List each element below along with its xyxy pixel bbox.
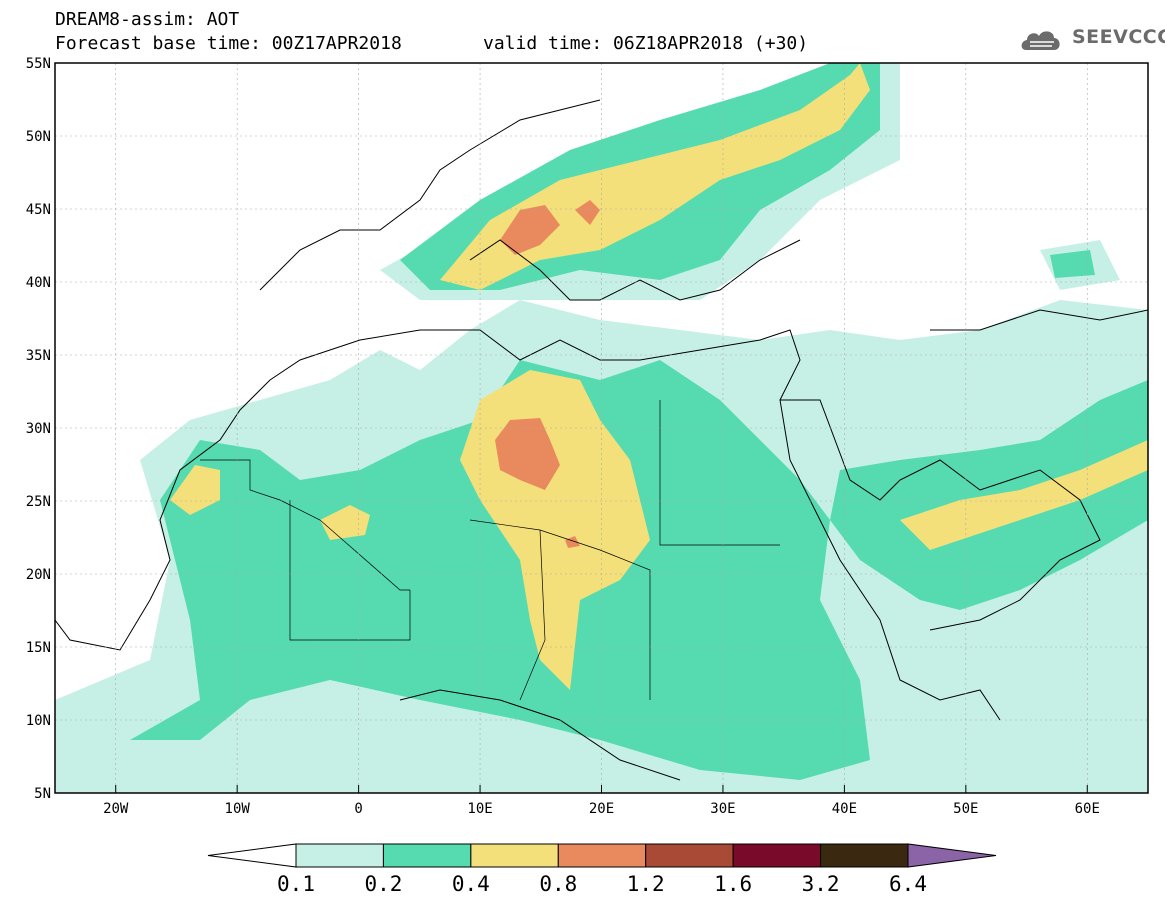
colorbar-label: 3.2 xyxy=(801,872,840,896)
lon-label: 10W xyxy=(225,801,251,817)
colorbar-label: 0.2 xyxy=(364,872,403,896)
lon-label: 60E xyxy=(1075,801,1100,817)
coastlines xyxy=(55,99,1148,781)
lat-label: 15N xyxy=(26,640,51,656)
lon-label: 10E xyxy=(467,801,492,817)
lat-label: 55N xyxy=(26,56,51,72)
colorbar-label: 0.8 xyxy=(539,872,578,896)
colorbar-label: 0.1 xyxy=(277,872,315,896)
map-axes: 55N 50N 45N 40N 35N 30N 25N 20N 15N 10N 5N 20W 10W 0 1… xyxy=(26,56,1100,817)
aot-fields xyxy=(55,63,1148,793)
lon-label: 20W xyxy=(103,801,129,817)
lat-label: 40N xyxy=(26,275,51,291)
lat-label: 5N xyxy=(34,786,51,802)
forecast-base-time: Forecast base time: 00Z17APR2018 xyxy=(55,33,402,54)
logo-text: SEEVCCC xyxy=(1072,26,1165,48)
map-title: DREAM8-assim: AOT xyxy=(55,9,240,30)
lat-label: 30N xyxy=(26,421,51,437)
lat-label: 20N xyxy=(26,567,51,583)
lon-label: 40E xyxy=(832,801,857,817)
lon-label: 20E xyxy=(589,801,614,817)
lon-label: 30E xyxy=(710,801,735,817)
lat-label: 50N xyxy=(26,129,51,145)
valid-time: valid time: 06Z18APR2018 (+30) xyxy=(483,33,809,54)
lat-label: 45N xyxy=(26,202,51,218)
colorbar-label: 1.6 xyxy=(714,872,753,896)
lon-label: 0 xyxy=(354,801,362,817)
lon-label: 50E xyxy=(953,801,978,817)
lat-label: 10N xyxy=(26,713,51,729)
cloud-icon xyxy=(1021,31,1060,50)
lat-label: 25N xyxy=(26,494,51,510)
colorbar-label: 1.2 xyxy=(626,872,665,896)
lat-label: 35N xyxy=(26,348,51,364)
colorbar-label: 6.4 xyxy=(889,872,927,896)
aot-level-0-8 xyxy=(495,200,600,548)
country-borders xyxy=(200,400,780,701)
colorbar-label: 0.4 xyxy=(451,872,490,896)
